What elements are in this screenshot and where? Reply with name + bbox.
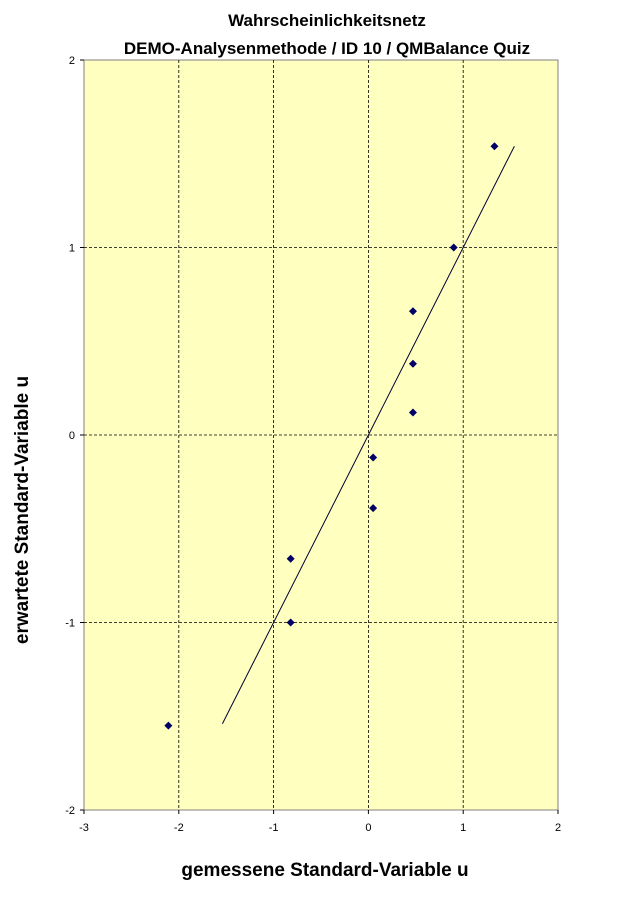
fit-line-group [221,146,515,724]
chart-title: Wahrscheinlichkeitsnetz [228,11,426,30]
data-point-marker [286,554,295,563]
data-point-marker [164,721,173,730]
x-tick-label: 1 [460,822,466,834]
data-point-marker [408,307,417,316]
x-tick-label: -1 [269,822,279,834]
x-tick-label: 2 [555,822,561,834]
data-point-marker [286,618,295,627]
y-tick-label: -1 [65,618,75,630]
data-point-marker [369,504,378,513]
x-tick-label: 0 [365,822,371,834]
data-points [164,142,499,730]
fit-line [221,146,515,724]
data-point-marker [449,243,458,252]
data-point-marker [408,408,417,417]
data-point-marker [369,453,378,462]
data-point-marker [408,359,417,368]
x-tick-label: -3 [79,822,89,834]
y-axis-label: erwartete Standard-Variable u [12,376,33,644]
y-tick-label: -2 [65,805,75,817]
x-axis-ticks: -3 -2 -1 0 1 2 [79,810,561,834]
x-tick-label: -2 [174,822,184,834]
x-axis-label: gemessene Standard-Variable u [181,860,468,881]
y-tick-label: 1 [69,243,75,255]
y-axis-ticks: 2 1 0 -1 -2 [65,55,84,817]
y-tick-label: 2 [69,55,75,67]
chart-subtitle: DEMO-Analysenmethode / ID 10 / QMBalance… [124,39,530,58]
data-point-marker [490,142,499,151]
gridlines [84,60,558,810]
y-tick-label: 0 [69,430,75,442]
